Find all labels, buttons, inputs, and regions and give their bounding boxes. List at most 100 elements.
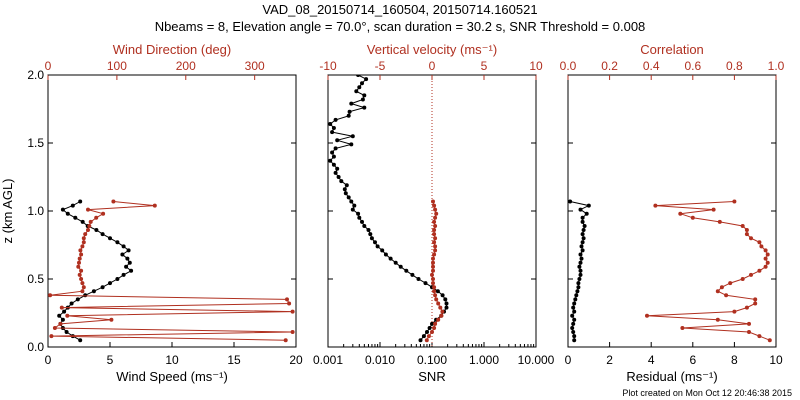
point-residual xyxy=(580,232,585,237)
point-wind-direction xyxy=(88,219,93,224)
bottom-axis-title: SNR xyxy=(418,369,445,384)
point-wind-direction xyxy=(101,211,106,216)
point-residual xyxy=(574,293,579,298)
point-vertical-velocity xyxy=(431,264,435,269)
point-vertical-velocity xyxy=(430,272,434,277)
point-snr xyxy=(357,85,362,90)
point-residual xyxy=(572,309,577,314)
point-wind-direction xyxy=(81,285,86,290)
bottom-tick-label: 0.001 xyxy=(313,353,343,367)
bottom-tick-label: 6 xyxy=(689,353,696,367)
y-tick-label: 1.5 xyxy=(27,136,44,150)
point-vertical-velocity xyxy=(433,244,438,249)
top-tick-label: -10 xyxy=(319,59,337,73)
top-axis-title: Correlation xyxy=(640,42,704,57)
point-snr xyxy=(362,105,367,110)
point-snr xyxy=(343,191,348,196)
point-correlation xyxy=(724,293,729,298)
point-residual xyxy=(572,301,577,306)
point-snr xyxy=(331,162,336,167)
point-vertical-velocity xyxy=(431,277,435,281)
point-wind-direction xyxy=(80,289,85,294)
point-wind-speed xyxy=(115,240,120,245)
point-snr xyxy=(425,330,429,334)
panel-snr: 0.001 0.010 0.100 1.000 10.000 -10 -5 0 5 10 SNR Ve… xyxy=(313,42,555,384)
point-snr xyxy=(349,142,354,147)
point-residual xyxy=(578,272,583,277)
point-snr xyxy=(430,321,434,326)
point-vertical-velocity xyxy=(432,326,437,330)
point-wind-direction xyxy=(77,272,82,277)
point-correlation xyxy=(757,268,762,273)
point-vertical-velocity xyxy=(436,301,441,306)
point-vertical-velocity xyxy=(432,240,437,245)
point-snr xyxy=(364,77,369,82)
y-tick-label: 2.0 xyxy=(27,68,44,82)
point-snr xyxy=(356,75,361,77)
bottom-tick-label: 10 xyxy=(769,353,783,367)
top-tick-label: 1.0 xyxy=(768,59,785,73)
point-correlation xyxy=(763,256,768,261)
point-vertical-velocity xyxy=(426,334,431,339)
top-tick-label: -5 xyxy=(375,59,386,73)
point-wind-speed xyxy=(115,277,120,281)
point-snr xyxy=(440,293,445,298)
point-wind-direction xyxy=(109,317,114,322)
point-snr xyxy=(388,256,393,261)
point-vertical-velocity xyxy=(439,313,444,318)
bottom-tick-label: 0 xyxy=(565,353,572,367)
point-correlation xyxy=(747,321,751,326)
point-snr xyxy=(349,101,354,106)
point-wind-speed xyxy=(62,309,67,314)
point-residual xyxy=(571,321,576,326)
point-snr xyxy=(328,122,333,126)
point-correlation xyxy=(740,224,745,228)
point-wind-direction xyxy=(287,301,292,306)
point-snr xyxy=(356,211,361,216)
point-wind-direction xyxy=(49,334,54,339)
point-vertical-velocity xyxy=(431,268,435,273)
point-residual xyxy=(578,268,583,273)
point-residual xyxy=(580,219,585,224)
top-tick-label: 0 xyxy=(429,59,436,73)
point-residual xyxy=(575,289,580,294)
point-snr xyxy=(330,130,335,135)
point-snr xyxy=(444,305,449,310)
point-residual xyxy=(568,199,573,204)
point-snr xyxy=(369,236,374,241)
point-wind-direction xyxy=(58,321,63,326)
point-correlation xyxy=(690,215,695,220)
point-snr xyxy=(333,117,338,122)
point-snr xyxy=(331,154,336,159)
point-correlation xyxy=(749,272,753,277)
point-wind-direction xyxy=(152,203,157,208)
point-wind-speed xyxy=(64,330,69,334)
point-wind-speed xyxy=(60,207,65,212)
point-correlation xyxy=(715,317,720,322)
point-residual xyxy=(570,326,575,330)
point-correlation xyxy=(732,309,737,314)
point-residual xyxy=(578,252,583,257)
point-snr xyxy=(435,289,440,294)
top-axis-title: Vertical velocity (ms⁻¹) xyxy=(367,42,497,57)
point-snr xyxy=(335,138,340,143)
point-snr xyxy=(339,179,344,184)
bottom-tick-label: 2 xyxy=(606,353,613,367)
point-wind-speed xyxy=(129,268,134,273)
point-wind-direction xyxy=(59,305,64,310)
point-wind-direction xyxy=(83,232,88,237)
point-wind-direction xyxy=(285,297,289,302)
point-wind-direction xyxy=(86,228,90,232)
point-wind-direction xyxy=(283,338,288,343)
point-wind-direction xyxy=(79,252,84,257)
top-tick-label: 0.6 xyxy=(684,59,701,73)
point-wind-speed xyxy=(80,219,85,224)
point-residual xyxy=(579,256,584,261)
point-correlation xyxy=(740,277,745,281)
point-vertical-velocity xyxy=(433,236,438,241)
point-correlation xyxy=(717,219,722,224)
point-vertical-velocity xyxy=(432,252,437,257)
point-correlation xyxy=(759,244,764,249)
point-wind-speed xyxy=(100,285,105,290)
point-wind-speed xyxy=(69,301,74,306)
